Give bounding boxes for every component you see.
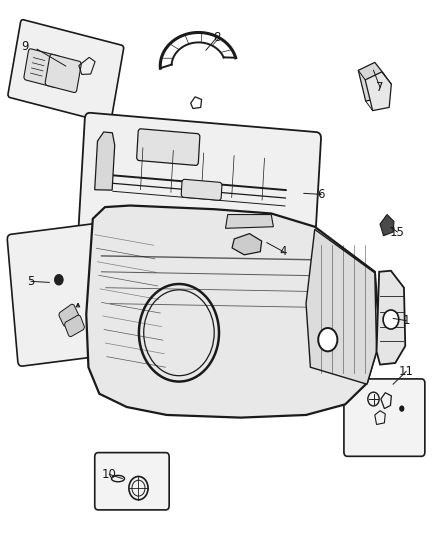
FancyArrowPatch shape [31, 73, 42, 76]
Polygon shape [86, 206, 378, 418]
Circle shape [383, 310, 399, 329]
FancyArrowPatch shape [113, 183, 286, 198]
FancyArrowPatch shape [113, 175, 286, 190]
Text: 11: 11 [399, 365, 413, 378]
FancyArrowPatch shape [33, 58, 45, 61]
Text: 8: 8 [213, 31, 220, 44]
Polygon shape [377, 271, 405, 365]
FancyArrowPatch shape [171, 150, 173, 192]
Polygon shape [232, 233, 261, 255]
Polygon shape [358, 62, 385, 101]
FancyArrowPatch shape [32, 68, 43, 71]
Polygon shape [95, 132, 115, 190]
Circle shape [318, 328, 337, 351]
FancyBboxPatch shape [95, 453, 169, 510]
FancyArrowPatch shape [141, 148, 143, 190]
FancyBboxPatch shape [7, 222, 122, 366]
FancyBboxPatch shape [45, 54, 81, 93]
Text: 4: 4 [279, 245, 287, 258]
Text: 7: 7 [376, 81, 384, 94]
FancyBboxPatch shape [137, 129, 200, 165]
Circle shape [54, 274, 63, 285]
Polygon shape [226, 215, 273, 228]
FancyArrowPatch shape [201, 153, 204, 195]
FancyArrowPatch shape [113, 191, 285, 206]
FancyBboxPatch shape [8, 20, 124, 123]
FancyArrowPatch shape [262, 158, 265, 200]
Polygon shape [306, 229, 377, 384]
FancyArrowPatch shape [32, 63, 44, 66]
Text: 6: 6 [318, 188, 325, 201]
Polygon shape [365, 72, 391, 111]
FancyBboxPatch shape [24, 49, 60, 87]
Text: 10: 10 [102, 468, 117, 481]
FancyBboxPatch shape [344, 379, 425, 456]
FancyArrowPatch shape [232, 156, 234, 198]
FancyBboxPatch shape [181, 179, 222, 200]
Circle shape [399, 406, 404, 412]
Text: 1: 1 [403, 314, 410, 327]
FancyBboxPatch shape [65, 315, 85, 337]
FancyBboxPatch shape [59, 304, 79, 326]
Text: 5: 5 [27, 275, 35, 288]
Polygon shape [380, 215, 394, 236]
FancyBboxPatch shape [78, 113, 321, 266]
Text: 15: 15 [390, 225, 405, 239]
Text: 9: 9 [21, 40, 29, 53]
